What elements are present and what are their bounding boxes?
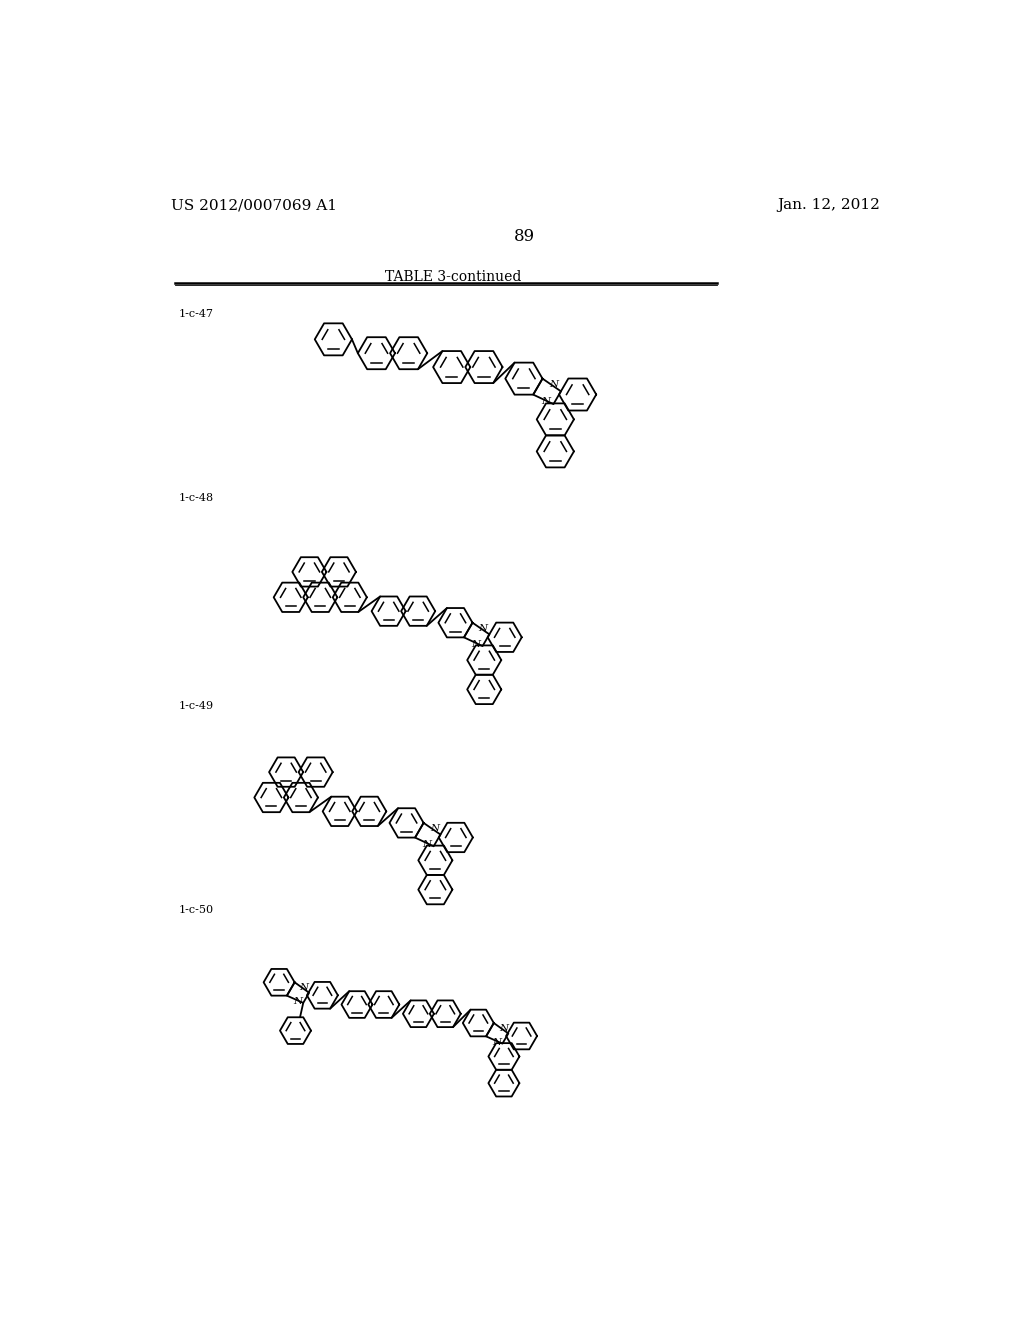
Text: N: N [471, 639, 480, 648]
Text: TABLE 3-continued: TABLE 3-continued [385, 271, 521, 284]
Text: N: N [499, 1024, 508, 1032]
Text: Jan. 12, 2012: Jan. 12, 2012 [777, 198, 880, 213]
Text: 1-c-49: 1-c-49 [178, 701, 213, 711]
Text: N: N [300, 983, 309, 993]
Text: N: N [550, 380, 559, 389]
Text: N: N [541, 397, 550, 407]
Text: US 2012/0007069 A1: US 2012/0007069 A1 [171, 198, 337, 213]
Text: N: N [293, 997, 302, 1006]
Text: N: N [492, 1038, 501, 1047]
Text: N: N [422, 840, 431, 849]
Text: 1-c-48: 1-c-48 [178, 494, 213, 503]
Text: 89: 89 [514, 227, 536, 244]
Text: 1-c-47: 1-c-47 [178, 309, 213, 318]
Text: N: N [478, 624, 487, 634]
Text: N: N [430, 824, 439, 833]
Text: 1-c-50: 1-c-50 [178, 906, 213, 915]
